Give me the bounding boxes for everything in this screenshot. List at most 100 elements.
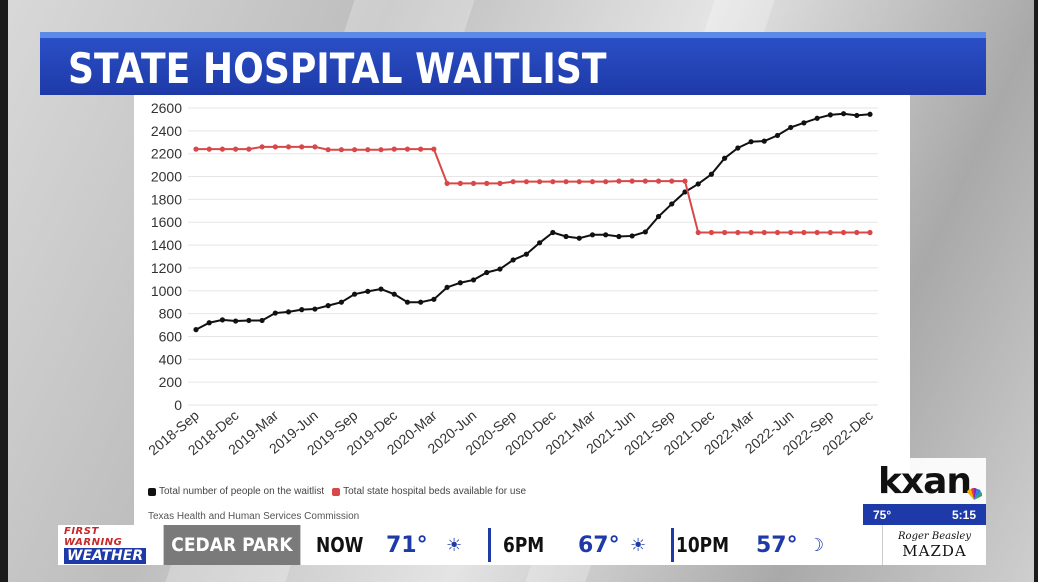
data-point [404,299,411,305]
data-point [550,229,556,236]
data-point [537,240,543,246]
y-tick-label: 1200 [151,260,182,276]
data-point [219,317,226,323]
data-point [444,284,450,290]
data-point [563,233,569,240]
ten-pm-temp: 57° [756,532,798,558]
data-point [351,147,358,153]
station-info-bar: 75° 5:15 [863,504,986,525]
graphic-title: STATE HOSPITAL WAITLIST [68,44,607,93]
weather-ticker: FIRST WARNING WEATHER CEDAR PARK NOW 71°… [58,525,986,565]
y-tick-label: 2400 [151,123,182,139]
data-point [246,317,252,324]
data-point [669,178,675,184]
ticker-divider [671,528,674,562]
peacock-icon [967,488,982,500]
data-point [325,147,331,153]
y-tick-label: 2600 [151,100,182,116]
data-point [285,144,292,150]
station-temp: 75° [873,507,892,522]
y-tick-label: 200 [159,374,183,390]
data-point [272,144,278,150]
data-point [629,233,635,239]
y-tick-label: 2200 [151,146,182,162]
data-point [537,179,543,185]
data-point [484,269,490,276]
legend-label-waitlist: Total number of people on the waitlist [159,486,325,497]
data-point [523,179,529,185]
data-point [735,145,741,151]
legend-item-beds: Total state hospital beds available for … [332,486,526,497]
six-pm-temp: 67° [578,532,620,558]
series-line-0 [195,112,871,331]
data-point [682,189,688,195]
data-point [774,229,781,236]
data-point [814,229,820,236]
y-tick-label: 1400 [151,237,182,253]
sun-icon: ☀ [446,534,463,556]
kxan-logo: kxan [863,458,986,504]
data-point [285,309,292,315]
now-temp: 71° [386,532,428,558]
data-point [695,181,701,187]
data-point [193,146,199,152]
sponsor-line-1: Roger Beasley [898,530,971,542]
now-segment: NOW 71° ☀ [308,525,488,565]
data-point [312,144,318,150]
data-point [351,291,358,297]
data-point [761,229,767,236]
data-point [801,120,807,126]
data-point [563,179,569,185]
sun-icon: ☀ [630,534,647,556]
legend-swatch-beds [332,487,341,496]
y-tick-label: 0 [174,397,182,413]
data-point [616,233,622,240]
data-point [510,179,516,185]
data-point [431,296,437,302]
data-point [682,178,688,184]
data-point [444,180,450,186]
data-point [735,229,741,236]
data-point [233,318,239,324]
station-bug: kxan 75° 5:15 [863,458,986,525]
legend-swatch-waitlist [148,487,156,496]
sponsor-logo: Roger Beasley MAZDA [882,525,986,565]
data-point [603,232,609,238]
data-point [418,146,424,152]
y-tick-label: 600 [159,328,183,344]
ten-pm-segment: 10PM 57° ☽ [674,525,844,565]
data-point [259,317,265,324]
data-point [259,144,265,150]
data-point [589,232,596,238]
data-point [431,146,437,152]
data-point [814,115,820,121]
data-point [457,280,463,286]
data-point [338,147,344,153]
series-line-1 [196,145,870,234]
data-point [378,147,384,153]
data-point [391,146,397,152]
legend-label-beds: Total state hospital beds available for … [343,486,526,497]
data-point [299,307,305,313]
ten-pm-label: 10PM [676,533,730,557]
data-point [312,306,318,312]
data-point [854,229,860,236]
data-point [391,291,397,297]
data-point [655,213,662,220]
data-point [708,171,715,177]
legend-item-waitlist: Total number of people on the waitlist [148,486,324,497]
data-point [219,146,226,152]
data-point [576,235,582,241]
y-tick-label: 400 [159,351,183,367]
frame-edge-left [0,0,8,582]
y-tick-label: 2000 [151,169,182,185]
y-tick-label: 1000 [151,283,182,299]
brand-line-1: FIRST WARNING [64,526,123,548]
data-point [722,155,728,161]
data-point [708,229,715,236]
data-point [854,112,860,119]
data-point [510,257,516,263]
data-point [484,180,490,186]
data-point [867,229,873,236]
data-point [761,138,767,144]
